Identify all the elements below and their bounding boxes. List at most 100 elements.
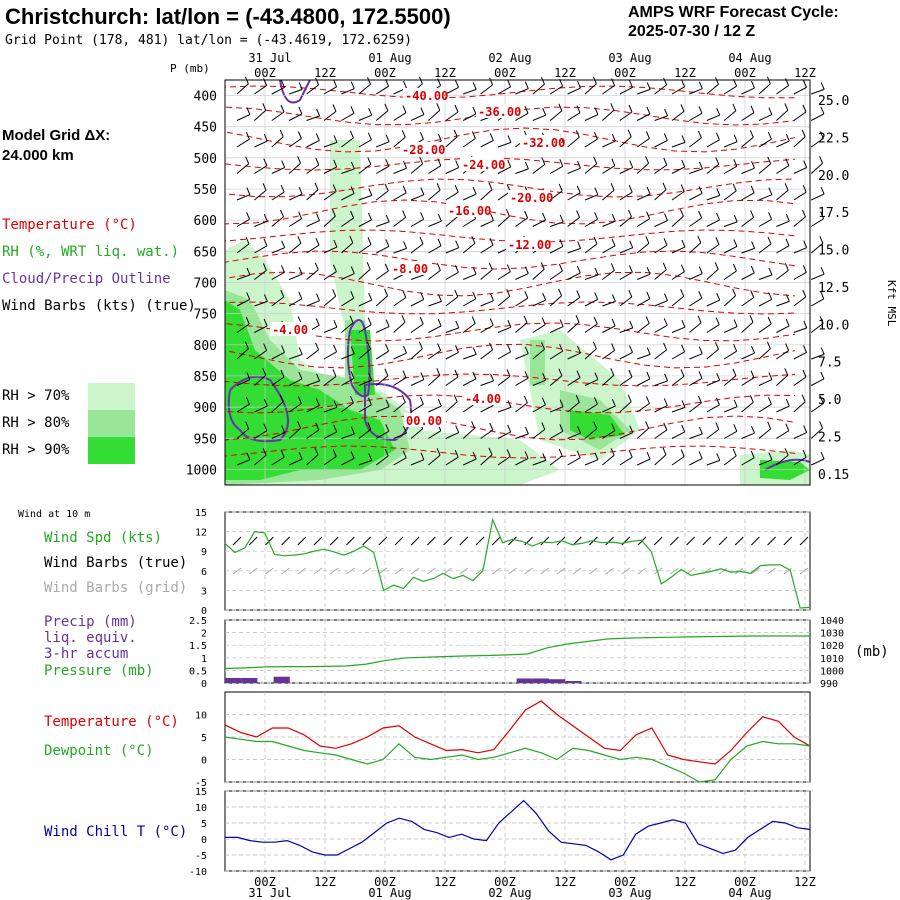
wind-barb-flag (298, 106, 303, 115)
wind-barb-shaft (254, 454, 267, 466)
wind-barb-shaft (689, 192, 703, 201)
temperature-contour (224, 250, 796, 270)
wind-barb-shaft (288, 138, 302, 148)
wind-barb-true (281, 536, 290, 546)
wind-barb-flag (749, 395, 754, 403)
wind-barb-grid (540, 567, 550, 575)
wind-barb-shaft (758, 459, 773, 466)
wind-barb-shaft (636, 403, 650, 413)
wind-barb-flag (314, 182, 319, 190)
wind-barb-shaft (793, 432, 807, 439)
wind-barb-flag (541, 157, 546, 165)
wind-barb-shaft (428, 300, 442, 307)
hour-label-top: 00Z (734, 66, 756, 80)
wind-barb-flag (750, 290, 755, 298)
wind-barb-shaft (341, 217, 354, 227)
wind-barb-true (799, 536, 809, 546)
precip-panel-tick-label: 2.5 (189, 616, 207, 627)
wind-barb-flag (697, 395, 702, 404)
wind-barb-shaft (376, 406, 390, 413)
wind-barb-shaft (637, 88, 651, 95)
wind-barb-shaft (254, 300, 268, 307)
wind-barb-shaft (497, 166, 511, 174)
wind-barb-shaft (532, 299, 546, 307)
wind-barb-flag (751, 241, 756, 249)
wind-barb-shaft (236, 138, 250, 148)
wind-barb-shaft (636, 218, 650, 227)
wind-barb-shaft (810, 298, 825, 307)
wind-barb-shaft (410, 243, 424, 254)
wind-barb-flag (419, 397, 424, 405)
wind-barb-shaft (254, 220, 268, 227)
wind-barb-shaft (741, 272, 755, 280)
wind-barb-flag (524, 371, 529, 379)
wind-barb-shaft (289, 353, 303, 360)
wind-barb-flag (281, 345, 285, 353)
wind-barb-flag (716, 453, 721, 461)
wind-barb-flag (403, 241, 408, 249)
wind-barb-flag (664, 373, 669, 382)
wind-barb-shaft (584, 163, 598, 174)
wind-barb-flag (576, 370, 581, 378)
wind-barb-flag (314, 262, 319, 270)
wind-barb-shaft (445, 86, 459, 95)
wind-barb-flag (750, 370, 755, 378)
contour-label-bg (476, 104, 518, 118)
wind-barb-shaft (254, 350, 267, 360)
wind-barb-true (508, 536, 517, 546)
wind-barb-shaft (410, 323, 424, 333)
cloud-outline (227, 375, 289, 443)
wind-barb-flag (820, 106, 825, 115)
wind-barb-flag (384, 288, 389, 296)
wind-barb-shaft (428, 189, 441, 201)
wind-barb-true (427, 536, 436, 546)
wind-barb-flag (698, 186, 703, 194)
wind-barb-flag (594, 452, 599, 460)
wind-barb-shaft (323, 246, 338, 254)
wind-barb-flag (576, 185, 581, 193)
wind-barb-shaft (497, 431, 511, 439)
wind-barb-flag (245, 236, 250, 245)
pressure-tick-label: 700 (194, 277, 217, 292)
wind-barb-flag (542, 292, 547, 301)
wind-barb-shaft (532, 379, 546, 386)
wind-barb-grid (459, 567, 469, 575)
wind-barb-shaft (584, 243, 598, 254)
wind-barb-shaft (619, 111, 633, 121)
wind-barb-flag (472, 347, 477, 355)
wind-barb-flag (368, 212, 372, 221)
wind-barb-flag (350, 210, 355, 219)
wind-barb-flag (507, 400, 512, 408)
wind-barb-flag (263, 398, 268, 407)
wind-barb-true (297, 536, 307, 546)
wind-barb-shaft (375, 430, 390, 439)
wind-barb-shaft (671, 406, 686, 413)
wind-barb-shaft (654, 164, 668, 174)
wind-barb-flag (576, 265, 581, 274)
wind-barb-flag (559, 159, 564, 167)
wind-barb-flag (524, 106, 529, 114)
wind-barb-shaft (549, 85, 563, 95)
wind-barb-shaft (654, 189, 667, 201)
wind-barb-flag (576, 450, 581, 458)
wind-barb-shaft (810, 138, 824, 148)
wind-barb-shaft (445, 327, 459, 333)
wind-barb-shaft (236, 403, 250, 413)
wind-barb-shaft (497, 141, 512, 148)
date-label-bottom: 31 Jul (248, 886, 291, 900)
wind-barb-shaft (602, 140, 616, 148)
wind-barb-shaft (428, 454, 441, 466)
pressure-tick-label: 750 (194, 308, 217, 323)
wind-barb-shaft (341, 192, 355, 201)
wind-barb-shaft (689, 137, 702, 148)
wind-barb-true (686, 536, 695, 546)
contour-label-bg (520, 135, 562, 149)
wind-barb-flag (262, 103, 267, 111)
wind-barb-shaft (584, 83, 597, 95)
wind-barb-true (767, 536, 776, 546)
wind-barb-flag (750, 265, 755, 274)
hour-label-bottom: 00Z (614, 875, 636, 889)
wind-barb-shaft (811, 353, 825, 360)
wind-barb-shaft (306, 269, 319, 280)
wind-panel-tick-label: 0 (201, 606, 207, 617)
